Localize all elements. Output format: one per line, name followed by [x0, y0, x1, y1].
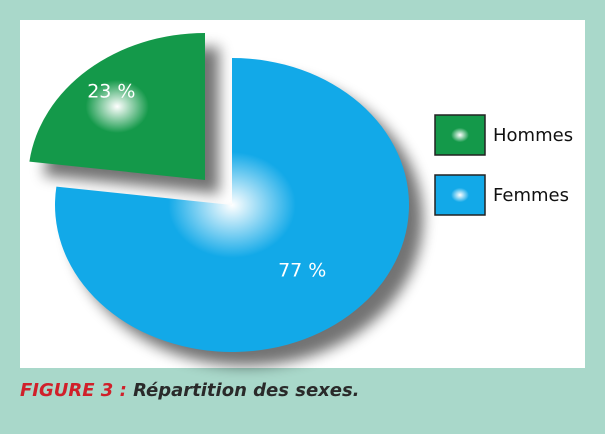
caption-text: Répartition des sexes. [133, 380, 360, 401]
slice [55, 58, 410, 352]
legend-label: Hommes [493, 125, 573, 146]
pie: 23 % 77 % [29, 33, 410, 352]
slice [29, 33, 206, 180]
chart: 23 % 77 % Hommes Femmes [20, 20, 585, 368]
caption: FIGURE 3 : Répartition des sexes. [20, 380, 360, 401]
data-label: 23 % [87, 80, 135, 102]
legend-swatch [434, 174, 486, 216]
legend-swatch [434, 114, 486, 156]
caption-label: FIGURE 3 : [20, 380, 127, 401]
data-label: 77 % [278, 260, 326, 282]
legend-label: Femmes [493, 185, 569, 206]
